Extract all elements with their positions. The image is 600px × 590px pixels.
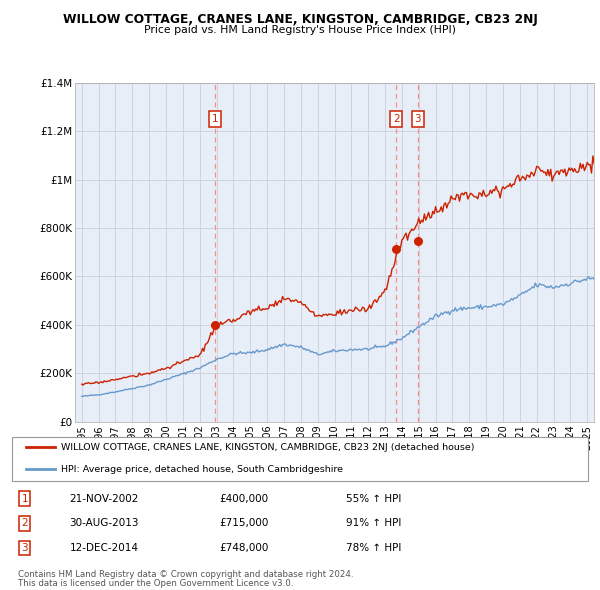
Text: 55% ↑ HPI: 55% ↑ HPI xyxy=(346,494,401,504)
Text: 3: 3 xyxy=(22,543,28,553)
Text: 12-DEC-2014: 12-DEC-2014 xyxy=(70,543,139,553)
Text: 78% ↑ HPI: 78% ↑ HPI xyxy=(346,543,401,553)
Text: 30-AUG-2013: 30-AUG-2013 xyxy=(70,519,139,528)
Text: Contains HM Land Registry data © Crown copyright and database right 2024.: Contains HM Land Registry data © Crown c… xyxy=(18,570,353,579)
Text: 1: 1 xyxy=(22,494,28,504)
Text: 21-NOV-2002: 21-NOV-2002 xyxy=(70,494,139,504)
Text: £400,000: £400,000 xyxy=(220,494,268,504)
Text: 3: 3 xyxy=(415,114,421,124)
FancyBboxPatch shape xyxy=(12,437,588,481)
Text: £748,000: £748,000 xyxy=(220,543,269,553)
Text: 1: 1 xyxy=(212,114,218,124)
Text: WILLOW COTTAGE, CRANES LANE, KINGSTON, CAMBRIDGE, CB23 2NJ: WILLOW COTTAGE, CRANES LANE, KINGSTON, C… xyxy=(62,13,538,26)
Text: £715,000: £715,000 xyxy=(220,519,269,528)
Text: HPI: Average price, detached house, South Cambridgeshire: HPI: Average price, detached house, Sout… xyxy=(61,465,343,474)
Text: This data is licensed under the Open Government Licence v3.0.: This data is licensed under the Open Gov… xyxy=(18,579,293,588)
Text: Price paid vs. HM Land Registry's House Price Index (HPI): Price paid vs. HM Land Registry's House … xyxy=(144,25,456,35)
Text: WILLOW COTTAGE, CRANES LANE, KINGSTON, CAMBRIDGE, CB23 2NJ (detached house): WILLOW COTTAGE, CRANES LANE, KINGSTON, C… xyxy=(61,442,475,452)
Text: 2: 2 xyxy=(393,114,400,124)
Text: 2: 2 xyxy=(22,519,28,528)
Text: 91% ↑ HPI: 91% ↑ HPI xyxy=(346,519,401,528)
